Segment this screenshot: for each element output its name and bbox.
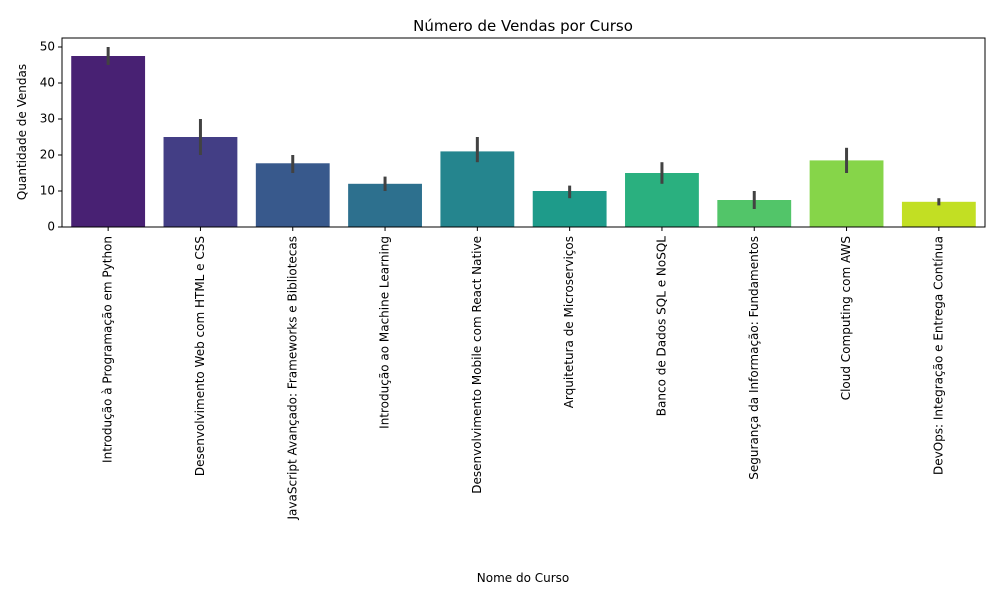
bar bbox=[71, 56, 146, 227]
x-axis: Introdução à Programação em Python Desenv… bbox=[101, 227, 945, 520]
chart-title: Número de Vendas por Curso bbox=[413, 17, 633, 35]
x-tick-label: Segurança da Informação: Fundamentos bbox=[747, 236, 761, 480]
x-tick-label: Cloud Computing com AWS bbox=[839, 236, 853, 400]
x-tick-label: DevOps: Integração e Entrega Contínua bbox=[931, 236, 945, 475]
bars-group bbox=[71, 56, 976, 227]
y-tick-label: 40 bbox=[40, 76, 55, 90]
x-tick-label: JavaScript Avançado: Frameworks e Biblio… bbox=[285, 236, 299, 520]
bar bbox=[901, 201, 976, 227]
error-bars-group bbox=[106, 47, 941, 209]
y-tick-label: 0 bbox=[47, 220, 55, 234]
plot-frame bbox=[61, 37, 986, 228]
y-tick-label: 10 bbox=[40, 184, 55, 198]
y-axis: 0 10 20 30 40 50 bbox=[40, 40, 62, 234]
x-tick-label: Desenvolvimento Web com HTML e CSS bbox=[193, 236, 207, 476]
x-tick-label: Desenvolvimento Mobile com React Native bbox=[470, 236, 484, 494]
x-tick-label: Introdução ao Machine Learning bbox=[378, 236, 392, 429]
x-tick-label: Introdução à Programação em Python bbox=[101, 236, 115, 463]
x-axis-label: Nome do Curso bbox=[477, 571, 570, 585]
y-tick-label: 50 bbox=[40, 40, 55, 54]
x-tick-label: Arquitetura de Microserviços bbox=[562, 236, 576, 408]
bar bbox=[440, 151, 515, 227]
bar bbox=[255, 163, 330, 227]
y-tick-label: 20 bbox=[40, 148, 55, 162]
x-tick-label: Banco de Dados SQL e NoSQL bbox=[654, 236, 668, 417]
y-tick-label: 30 bbox=[40, 112, 55, 126]
y-axis-label: Quantidade de Vendas bbox=[15, 64, 29, 200]
